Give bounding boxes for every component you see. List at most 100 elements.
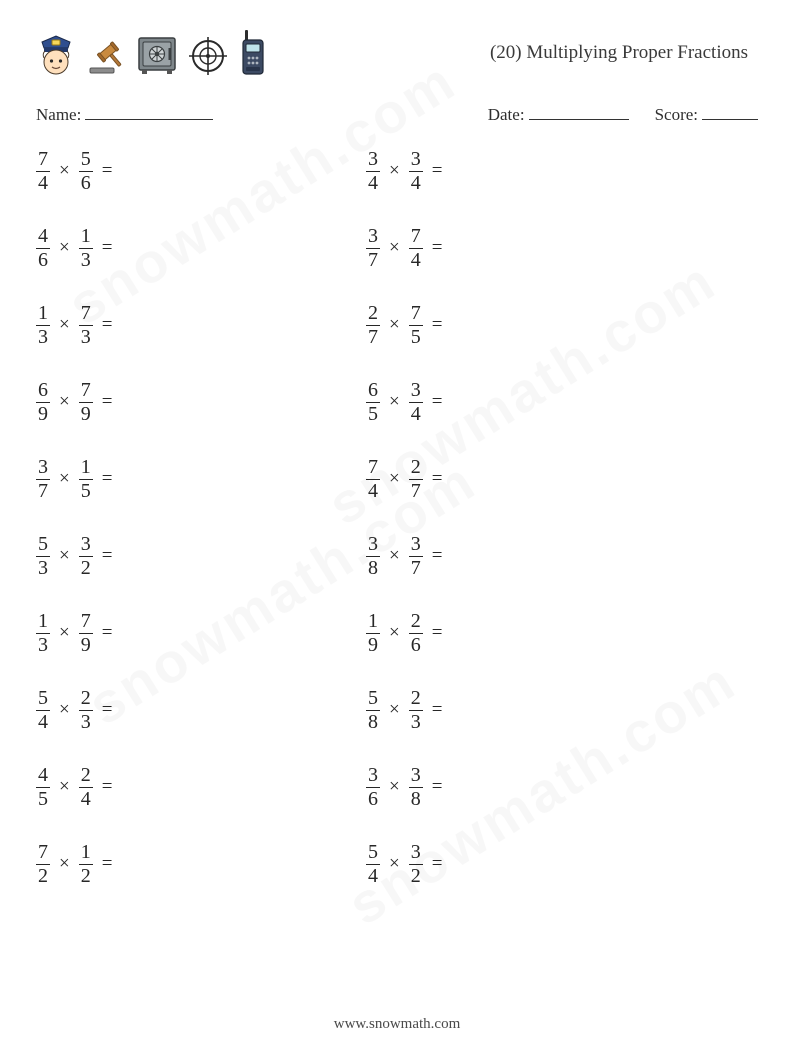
- fraction-a-denominator: 7: [366, 325, 380, 348]
- fraction-b: 74: [409, 226, 423, 271]
- fraction-b: 26: [409, 611, 423, 656]
- equals-symbol: =: [432, 314, 443, 336]
- times-symbol: ×: [389, 237, 400, 259]
- problem: 53 × 32 =: [36, 534, 366, 579]
- fraction-b: 34: [409, 149, 423, 194]
- fraction-b-numerator: 3: [409, 534, 423, 556]
- problem: 34×34=: [366, 149, 696, 194]
- fraction-a: 69: [36, 380, 50, 425]
- problems-column-right: 34×34=37×74=27×75=65×34=74×27=38×37=19×2…: [366, 149, 696, 887]
- page-title: (20) Multiplying Proper Fractions: [490, 42, 748, 64]
- fraction-a-denominator: 3: [36, 633, 50, 656]
- fraction-b: 13: [79, 226, 93, 271]
- problem: 72×12=: [36, 842, 366, 887]
- equals-symbol: =: [432, 699, 443, 721]
- times-symbol: ×: [389, 776, 400, 798]
- fraction-a-denominator: 2: [36, 864, 50, 887]
- fraction-b: 32: [409, 842, 423, 887]
- problem: 13×79=: [36, 611, 366, 656]
- fraction-b-denominator: 6: [409, 633, 423, 656]
- fraction-b-denominator: 6: [79, 171, 93, 194]
- problem: 74×56=: [36, 149, 366, 194]
- fraction-a-numerator: 3: [366, 534, 380, 556]
- fraction-a-denominator: 9: [36, 402, 50, 425]
- fraction-a-denominator: 3: [36, 556, 50, 579]
- fraction-b: 23: [409, 688, 423, 733]
- fraction-b: 32: [79, 534, 93, 579]
- fraction-a-denominator: 4: [366, 864, 380, 887]
- fraction-a: 46: [36, 226, 50, 271]
- equals-symbol: =: [432, 853, 443, 875]
- fraction-a-numerator: 1: [36, 611, 50, 633]
- equals-symbol: =: [102, 853, 113, 875]
- fraction-a-denominator: 4: [36, 171, 50, 194]
- fraction-a-numerator: 3: [366, 149, 380, 171]
- fraction-b: 73: [79, 303, 93, 348]
- fraction-a-denominator: 4: [366, 171, 380, 194]
- fraction-b-denominator: 4: [409, 171, 423, 194]
- fraction-a: 13: [36, 303, 50, 348]
- fraction-b: 27: [409, 457, 423, 502]
- times-symbol: ×: [389, 853, 400, 875]
- fraction-b-numerator: 2: [409, 457, 423, 479]
- fraction-a-denominator: 3: [36, 325, 50, 348]
- equals-symbol: =: [432, 237, 443, 259]
- equals-symbol: =: [432, 545, 443, 567]
- fraction-a: 13: [36, 611, 50, 656]
- fraction-a-numerator: 4: [36, 765, 50, 787]
- fraction-b-numerator: 7: [79, 380, 93, 402]
- equals-symbol: =: [102, 776, 113, 798]
- info-row: Name: Date: Score:: [36, 102, 758, 125]
- footer-link[interactable]: www.snowmath.com: [0, 1016, 794, 1033]
- header-icons: [36, 30, 268, 76]
- fraction-b: 38: [409, 765, 423, 810]
- times-symbol: ×: [389, 622, 400, 644]
- fraction-a-numerator: 5: [36, 534, 50, 556]
- equals-symbol: =: [102, 699, 113, 721]
- equals-symbol: =: [432, 391, 443, 413]
- fraction-b: 12: [79, 842, 93, 887]
- equals-symbol: =: [432, 160, 443, 182]
- equals-symbol: =: [432, 622, 443, 644]
- problem: 45×24=: [36, 765, 366, 810]
- problem: 37×15=: [36, 457, 366, 502]
- times-symbol: ×: [389, 468, 400, 490]
- fraction-b-denominator: 7: [409, 479, 423, 502]
- fraction-b-denominator: 3: [79, 325, 93, 348]
- fraction-b-numerator: 2: [79, 688, 93, 710]
- fraction-b-numerator: 2: [409, 688, 423, 710]
- fraction-a-denominator: 7: [366, 248, 380, 271]
- walkie-talkie-icon: [238, 30, 268, 76]
- crosshair-icon: [188, 36, 228, 76]
- fraction-b-numerator: 3: [409, 149, 423, 171]
- worksheet-page: snowmath.com snowmath.com snowmath.com s…: [0, 0, 794, 1053]
- fraction-b-numerator: 1: [79, 457, 93, 479]
- equals-symbol: =: [102, 468, 113, 490]
- problem: 27×75=: [366, 303, 696, 348]
- problem: 69×79=: [36, 380, 366, 425]
- fraction-b-denominator: 7: [409, 556, 423, 579]
- fraction-b: 56: [79, 149, 93, 194]
- fraction-b-denominator: 2: [79, 556, 93, 579]
- fraction-b-denominator: 3: [79, 710, 93, 733]
- times-symbol: ×: [59, 622, 70, 644]
- fraction-a: 58: [366, 688, 380, 733]
- fraction-a-numerator: 1: [36, 303, 50, 325]
- fraction-a-denominator: 7: [36, 479, 50, 502]
- problem: 74×27=: [366, 457, 696, 502]
- times-symbol: ×: [389, 699, 400, 721]
- fraction-a: 74: [366, 457, 380, 502]
- times-symbol: ×: [59, 545, 70, 567]
- name-blank[interactable]: [85, 102, 213, 120]
- fraction-a-numerator: 3: [36, 457, 50, 479]
- fraction-b-numerator: 7: [79, 611, 93, 633]
- fraction-a: 19: [366, 611, 380, 656]
- problem: 37×74=: [366, 226, 696, 271]
- date-blank[interactable]: [529, 102, 629, 120]
- times-symbol: ×: [389, 314, 400, 336]
- equals-symbol: =: [102, 545, 113, 567]
- fraction-b-denominator: 2: [79, 864, 93, 887]
- equals-symbol: =: [102, 314, 113, 336]
- score-blank[interactable]: [702, 102, 758, 120]
- times-symbol: ×: [59, 314, 70, 336]
